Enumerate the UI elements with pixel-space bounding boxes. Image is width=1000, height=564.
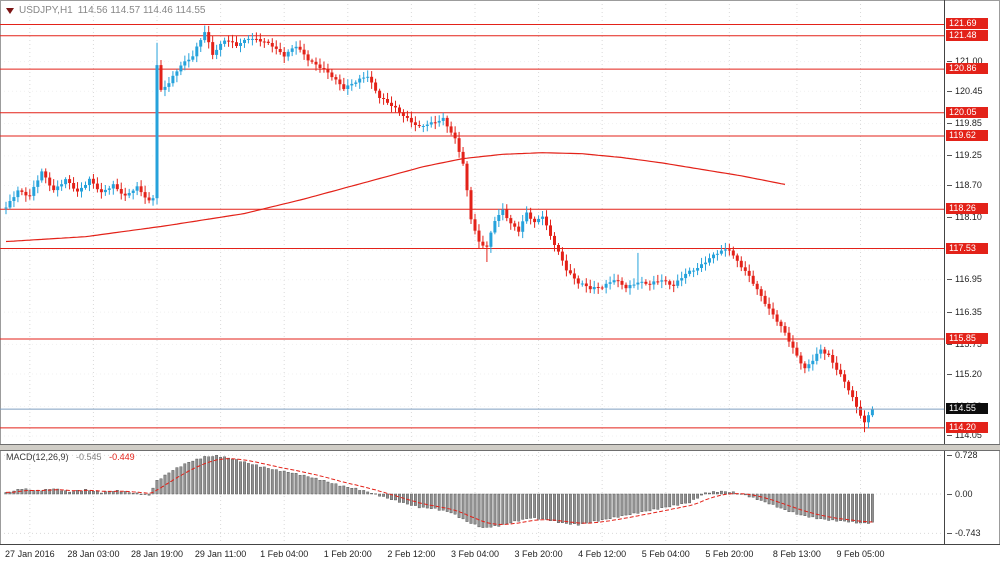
macd-tick-label: -0.743 bbox=[947, 527, 981, 538]
price-tick-label: 114.05 bbox=[947, 430, 982, 441]
time-axis-label: 3 Feb 20:00 bbox=[514, 549, 563, 559]
time-axis[interactable]: 27 Jan 2016 28 Jan 03:00 28 Jan 19:00 29 Ja… bbox=[0, 544, 1000, 564]
macd-signal-value: -0.449 bbox=[109, 452, 135, 462]
level-price-label: 121.69 bbox=[946, 18, 988, 30]
grid-lines bbox=[4, 4, 942, 542]
price-tick-label: 116.35 bbox=[947, 306, 982, 317]
time-axis-label: 28 Jan 03:00 bbox=[67, 549, 120, 559]
time-axis-label: 1 Feb 20:00 bbox=[323, 549, 372, 559]
level-price-label: 118.26 bbox=[946, 203, 988, 215]
time-axis-label: 9 Feb 05:00 bbox=[836, 549, 885, 559]
macd-tick-label: 0.00 bbox=[947, 488, 973, 499]
time-axis-label: 3 Feb 04:00 bbox=[450, 549, 500, 559]
price-tick-label: 118.70 bbox=[947, 180, 982, 191]
price-tick-label: 118.10 bbox=[947, 212, 982, 223]
level-price-label: 117.53 bbox=[946, 242, 988, 254]
level-price-label: 115.85 bbox=[946, 333, 988, 345]
symbol-marker-icon bbox=[6, 7, 14, 14]
time-axis-label: 1 Feb 04:00 bbox=[260, 549, 309, 559]
macd-main-value: -0.545 bbox=[76, 452, 102, 462]
panel-splitter[interactable] bbox=[0, 444, 1000, 451]
candlestick-series bbox=[4, 25, 874, 433]
price-tick-label: 115.20 bbox=[947, 368, 982, 379]
bid-price-label: 114.55 bbox=[946, 403, 988, 415]
price-tick-label: 121.00 bbox=[947, 56, 983, 67]
time-axis-label: 28 Jan 19:00 bbox=[130, 549, 184, 559]
time-axis-label: 5 Feb 20:00 bbox=[705, 549, 754, 559]
level-lines[interactable] bbox=[0, 23, 944, 429]
time-axis-label: 4 Feb 12:00 bbox=[578, 549, 627, 559]
level-price-label: 120.86 bbox=[946, 63, 988, 75]
moving-average-line bbox=[5, 152, 786, 243]
price-tick-label: 119.25 bbox=[947, 150, 982, 161]
level-price-label: 120.05 bbox=[946, 106, 988, 118]
macd-indicator-name: MACD(12,26,9) bbox=[6, 452, 69, 462]
time-axis-label: 8 Feb 13:00 bbox=[772, 549, 821, 559]
price-tick-label: 119.85 bbox=[947, 118, 982, 129]
price-tick-label: 116.95 bbox=[947, 274, 982, 285]
price-axis[interactable]: 121.00 120.45 119.85 119.25 118.70 118.10 117.… bbox=[944, 0, 1000, 544]
price-tick-label: 120.45 bbox=[947, 85, 983, 96]
chart-title: USDJPY,H1 114.56 114.57 114.46 114.55 bbox=[6, 5, 205, 16]
time-axis-label: 27 Jan 2016 bbox=[5, 549, 55, 559]
macd-signal-line bbox=[5, 458, 873, 526]
level-price-label: 121.48 bbox=[946, 29, 988, 41]
time-axis-label: 2 Feb 12:00 bbox=[387, 549, 436, 559]
time-axis-label: 5 Feb 04:00 bbox=[641, 549, 690, 559]
macd-histogram bbox=[4, 455, 874, 528]
chart-ohlc-values: 114.56 114.57 114.46 114.55 bbox=[77, 5, 206, 16]
level-price-label: 119.62 bbox=[946, 129, 988, 141]
macd-tick-label: 0.728 bbox=[947, 449, 978, 460]
time-axis-label: 29 Jan 11:00 bbox=[194, 549, 247, 559]
chart-symbol-label: USDJPY,H1 bbox=[19, 5, 73, 16]
macd-label: MACD(12,26,9) -0.545 -0.449 bbox=[6, 452, 135, 462]
level-price-label: 114.20 bbox=[946, 421, 988, 433]
